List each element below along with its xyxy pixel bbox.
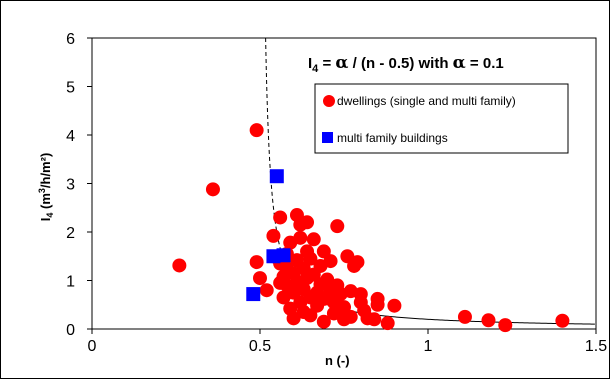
y-axis-title: I4 (m3/h/m²) bbox=[37, 153, 55, 222]
dwelling-point bbox=[343, 309, 358, 324]
multi-family-point bbox=[276, 248, 291, 263]
legend-multi-family-marker bbox=[322, 132, 333, 143]
y-tick-label: 0 bbox=[66, 322, 75, 339]
dwelling-point bbox=[259, 283, 274, 298]
dwelling-point bbox=[286, 311, 301, 326]
dwelling-point bbox=[350, 255, 365, 270]
x-tick-label: 1 bbox=[424, 338, 433, 355]
multi-family-point bbox=[269, 169, 284, 184]
dwelling-point bbox=[273, 210, 288, 225]
x-axis-ticks: 0 0.5 1 1.5 bbox=[88, 329, 607, 355]
dwelling-point bbox=[253, 271, 267, 286]
y-tick-label: 4 bbox=[66, 128, 75, 145]
dwelling-point bbox=[387, 298, 402, 313]
y-tick-label: 1 bbox=[66, 274, 75, 291]
dwelling-point bbox=[306, 232, 321, 247]
dwelling-point bbox=[457, 309, 472, 324]
legend-dwellings-label: dwellings (single and multi family) bbox=[337, 94, 516, 108]
y-tick-label: 2 bbox=[66, 225, 75, 242]
formula-label: I4 = α / (n - 0.5) with α = 0.1 bbox=[308, 53, 504, 75]
dwelling-point bbox=[330, 219, 345, 234]
dwelling-point bbox=[266, 228, 281, 243]
x-tick-label: 0.5 bbox=[249, 338, 271, 355]
dwelling-point bbox=[498, 318, 513, 333]
y-tick-label: 3 bbox=[66, 177, 75, 194]
dwelling-point bbox=[249, 123, 264, 138]
x-axis-title: n (-) bbox=[325, 353, 350, 368]
fit-curve-dashed bbox=[265, 37, 283, 255]
x-tick-label: 1.5 bbox=[585, 338, 607, 355]
y-axis-ticks: 0 1 2 3 4 5 6 bbox=[66, 31, 92, 339]
legend: dwellings (single and multi family) mult… bbox=[314, 83, 569, 154]
dwelling-point bbox=[300, 215, 315, 230]
dwelling-point bbox=[367, 312, 382, 327]
series-dwellings bbox=[172, 123, 570, 333]
dwelling-point bbox=[555, 313, 570, 328]
dwelling-point bbox=[370, 297, 385, 312]
dwelling-point bbox=[481, 313, 496, 328]
y-tick-label: 5 bbox=[66, 80, 75, 97]
dwelling-point bbox=[172, 258, 187, 273]
x-tick-label: 0 bbox=[88, 338, 97, 355]
dwelling-point bbox=[205, 182, 220, 197]
y-tick-label: 6 bbox=[66, 31, 75, 48]
dwelling-point bbox=[323, 254, 338, 269]
dwelling-point bbox=[293, 230, 308, 245]
dwelling-point bbox=[249, 255, 264, 270]
legend-multi-family-label: multi family buildings bbox=[337, 131, 448, 145]
dwelling-point bbox=[316, 314, 331, 329]
dwelling-point bbox=[303, 251, 318, 266]
multi-family-point bbox=[246, 287, 261, 302]
legend-box bbox=[314, 83, 569, 154]
legend-dwellings-marker bbox=[323, 95, 335, 107]
dwelling-point bbox=[380, 316, 395, 331]
series-multi-family bbox=[246, 169, 291, 302]
